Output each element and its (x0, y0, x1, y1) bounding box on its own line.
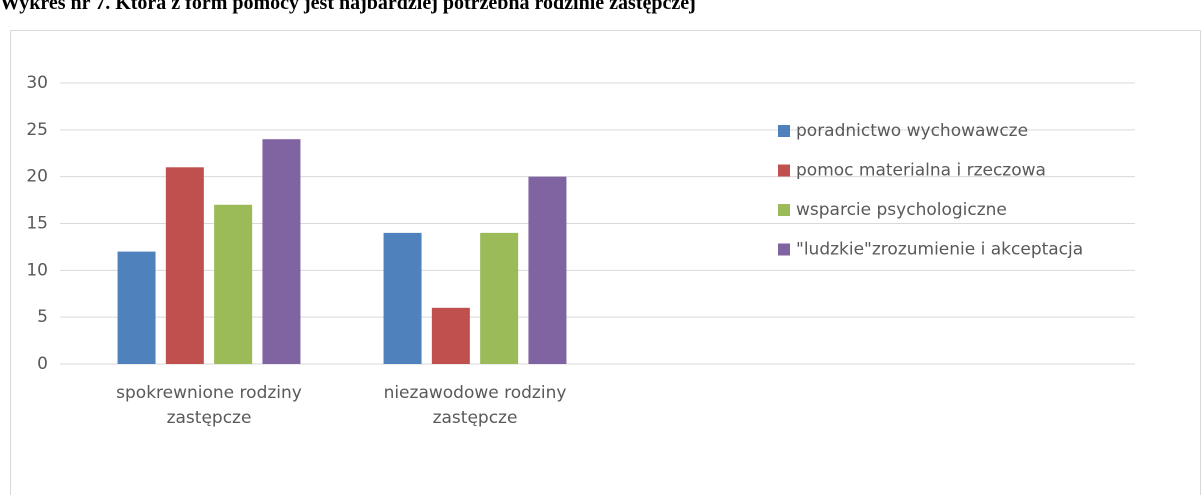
legend-swatch (778, 164, 790, 177)
bar (431, 307, 470, 364)
y-tick-label: 5 (37, 307, 48, 327)
y-tick-label: 25 (26, 120, 48, 140)
bar (383, 232, 422, 364)
legend-swatch (778, 243, 790, 256)
bar (528, 176, 567, 364)
legend-label: poradnictwo wychowawcze (796, 121, 1028, 141)
legend-label: pomoc materialna i rzeczowa (796, 161, 1046, 181)
bar (480, 232, 519, 364)
y-tick-label: 20 (26, 167, 48, 187)
bar (262, 139, 301, 364)
bar (117, 251, 156, 364)
bar (165, 167, 204, 364)
y-tick-label: 0 (37, 354, 48, 374)
legend-label: wsparcie psychologiczne (796, 200, 1007, 220)
y-tick-label: 10 (26, 260, 48, 280)
y-tick-label: 30 (26, 73, 48, 93)
x-tick-label: spokrewnione rodziny zastępcze (116, 383, 302, 428)
y-tick-label: 15 (26, 214, 48, 234)
bar (214, 204, 253, 364)
chart-title: Wykres nr 7. Która z form pomocy jest na… (0, 0, 696, 14)
legend-swatch (778, 204, 790, 216)
x-tick-label: niezawodowe rodziny zastępcze (383, 383, 567, 428)
chart-border (10, 30, 1201, 495)
legend-label: "ludzkie"zrozumienie i akceptacja (796, 240, 1083, 260)
legend-swatch (778, 125, 790, 137)
